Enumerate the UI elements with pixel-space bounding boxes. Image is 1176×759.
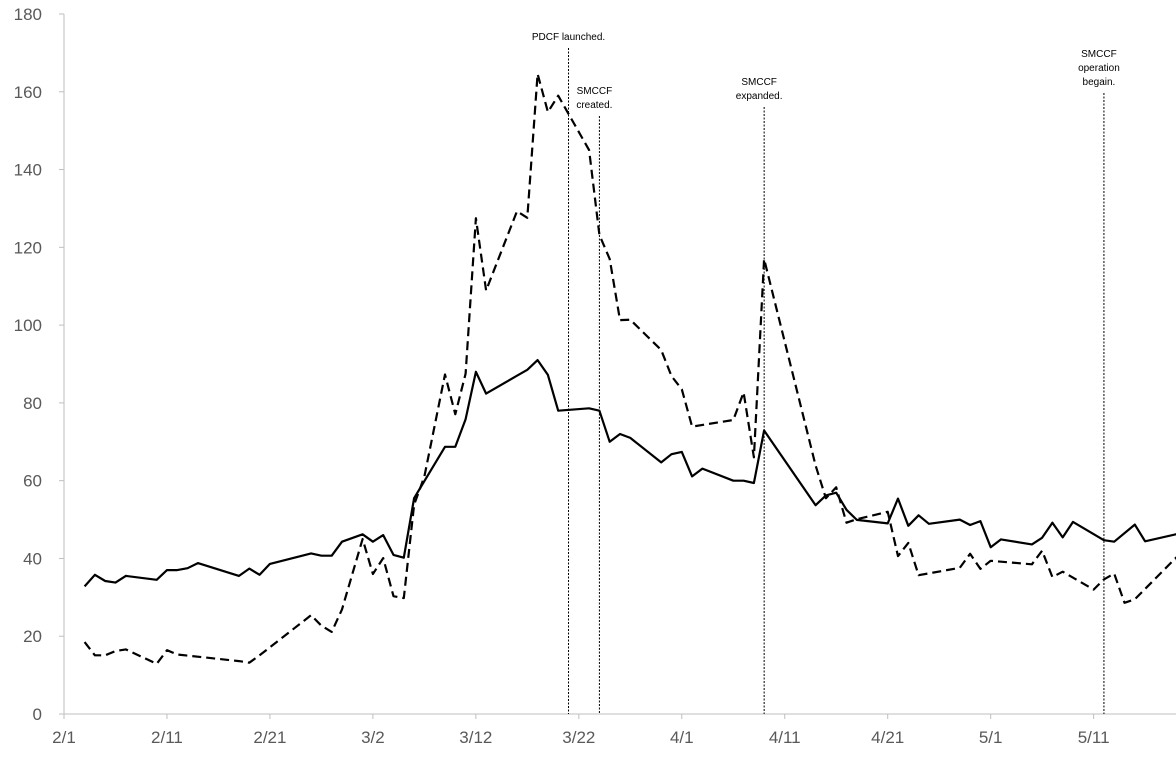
y-tick-label: 180 bbox=[14, 5, 42, 24]
x-tick-label: 5/1 bbox=[979, 728, 1003, 747]
y-tick-label: 160 bbox=[14, 83, 42, 102]
annotation-label-line: operation bbox=[1078, 63, 1120, 74]
x-tick-label: 2/21 bbox=[253, 728, 286, 747]
annotation-label-line: begain. bbox=[1083, 77, 1116, 88]
y-axis-tick-labels: 0 20 40 60 80 100 120 140 160 180 bbox=[14, 5, 42, 724]
annotation-label: SMCCF expanded. bbox=[736, 77, 783, 102]
annotation-label: SMCCF created. bbox=[576, 86, 612, 111]
series-line-dashed bbox=[83, 72, 1176, 665]
chart-series bbox=[83, 72, 1176, 665]
x-tick-label: 2/11 bbox=[151, 728, 183, 747]
x-tick-label: 5/11 bbox=[1078, 728, 1110, 747]
y-tick-label: 100 bbox=[14, 316, 42, 335]
annotation-label-line: SMCCF bbox=[577, 86, 613, 97]
x-tick-label: 3/12 bbox=[459, 728, 492, 747]
annotation-label: PDCF launched. bbox=[532, 32, 605, 43]
x-axis-tick-labels: 2/1 2/11 2/21 3/2 3/12 3/22 4/1 4/11 4/21 5/1 5/11 bbox=[52, 728, 1109, 747]
y-tick-label: 20 bbox=[23, 627, 42, 646]
x-tick-label: 4/11 bbox=[769, 728, 801, 747]
series-line-solid bbox=[83, 359, 1176, 588]
annotation-label-line: created. bbox=[576, 100, 612, 111]
annotation-label: SMCCF operation begain. bbox=[1078, 49, 1120, 88]
x-tick-label: 2/1 bbox=[52, 728, 76, 747]
event-annotations: PDCF launched. SMCCF created. SMCCF expanded… bbox=[532, 32, 1120, 714]
x-tick-label: 3/2 bbox=[361, 728, 385, 747]
y-tick-label: 0 bbox=[33, 705, 42, 724]
x-tick-label: 3/22 bbox=[562, 728, 595, 747]
y-tick-label: 80 bbox=[23, 394, 42, 413]
annotation-label-line: SMCCF bbox=[1081, 49, 1117, 60]
chart-axes bbox=[59, 13, 1176, 719]
x-tick-label: 4/21 bbox=[871, 728, 904, 747]
annotation-label-line: SMCCF bbox=[741, 77, 777, 88]
x-tick-label: 4/1 bbox=[670, 728, 694, 747]
y-tick-label: 140 bbox=[14, 161, 42, 180]
y-tick-label: 40 bbox=[23, 549, 42, 568]
annotation-label-line: PDCF launched. bbox=[532, 32, 605, 43]
y-tick-label: 60 bbox=[23, 472, 42, 491]
y-tick-label: 120 bbox=[14, 238, 42, 257]
annotation-label-line: expanded. bbox=[736, 91, 783, 102]
